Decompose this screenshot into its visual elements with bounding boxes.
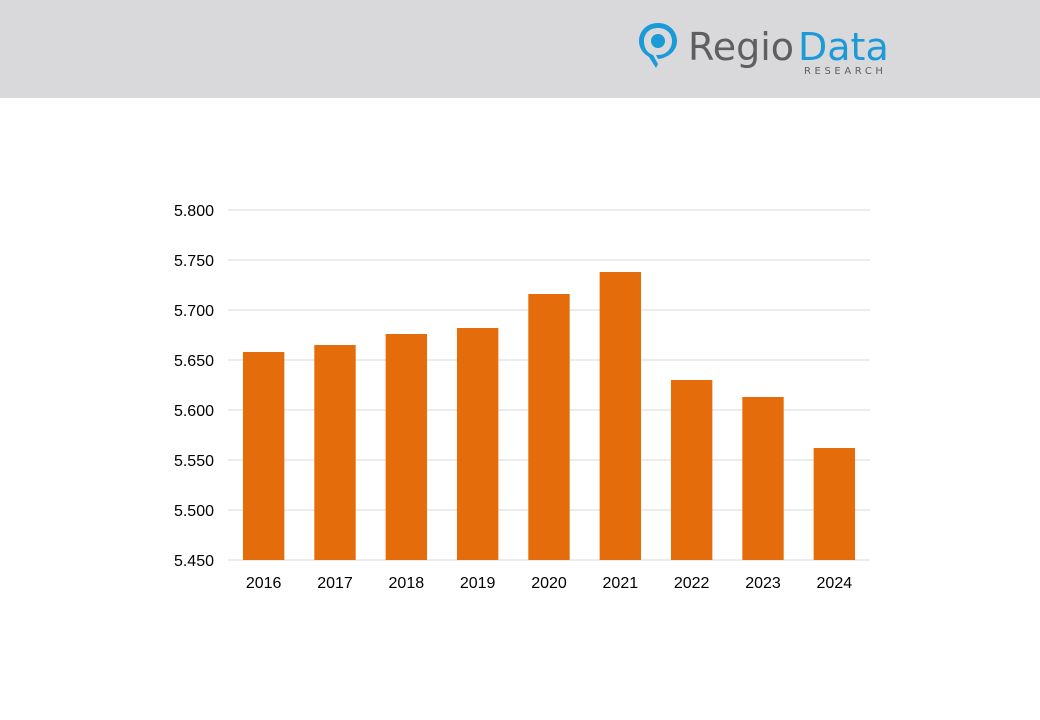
x-tick-label: 2020	[531, 575, 567, 592]
regiodata-logo: Regio Data RESEARCH	[636, 20, 906, 80]
logo-text-data: Data	[798, 25, 889, 69]
x-tick-label: 2024	[817, 575, 853, 592]
x-tick-label: 2019	[460, 575, 496, 592]
logo-graphic: Regio Data RESEARCH	[639, 23, 889, 77]
bar-2017	[314, 345, 356, 560]
y-tick-label: 5.750	[174, 253, 214, 270]
bar-2016	[242, 352, 285, 560]
bar-2020	[528, 294, 570, 560]
y-tick-label: 5.550	[174, 453, 214, 470]
x-tick-label: 2023	[745, 575, 781, 592]
bar-2022	[670, 380, 713, 560]
x-tick-label: 2022	[674, 575, 710, 592]
bar-2019	[456, 328, 499, 560]
x-tick-label: 2017	[317, 575, 353, 592]
bars	[242, 272, 856, 560]
x-tick-label: 2018	[389, 575, 425, 592]
x-axis-ticks: 2016 2017 2018 2019 2020 2021 2022 2023 2024	[246, 575, 852, 592]
x-tick-label: 2016	[246, 575, 282, 592]
y-tick-label: 5.700	[174, 303, 214, 320]
bar-2023	[742, 397, 784, 560]
y-tick-label: 5.650	[174, 353, 214, 370]
x-tick-label: 2021	[603, 575, 639, 592]
chart-svg: 5.450 5.500 5.550 5.600 5.650 5.700 5.750 5.800…	[174, 203, 870, 592]
bar-2021	[599, 272, 642, 560]
bar-2024	[813, 448, 856, 560]
location-pin-icon	[639, 23, 677, 68]
y-tick-label: 5.500	[174, 503, 214, 520]
y-axis-ticks: 5.450 5.500 5.550 5.600 5.650 5.700 5.750 5.800	[174, 203, 214, 570]
logo-tagline: RESEARCH	[804, 66, 887, 77]
bar-2018	[385, 334, 428, 560]
y-tick-label: 5.450	[174, 553, 214, 570]
header-band: Regio Data RESEARCH	[0, 0, 1040, 98]
logo-text-regio: Regio	[688, 25, 794, 69]
y-tick-label: 5.600	[174, 403, 214, 420]
y-tick-label: 5.800	[174, 203, 214, 220]
bar-chart: 5.450 5.500 5.550 5.600 5.650 5.700 5.750 5.800…	[150, 190, 890, 615]
